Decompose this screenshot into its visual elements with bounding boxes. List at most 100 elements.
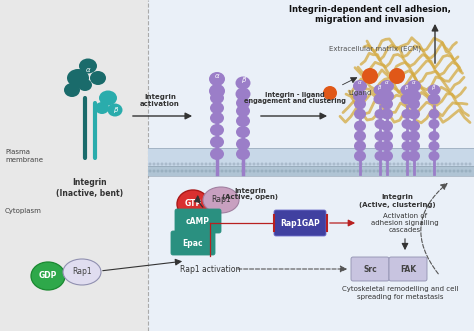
Circle shape	[345, 169, 347, 172]
Circle shape	[153, 163, 155, 166]
Bar	[148, 166, 474, 176]
Ellipse shape	[67, 69, 89, 87]
Ellipse shape	[381, 130, 393, 141]
Ellipse shape	[108, 104, 122, 117]
Circle shape	[376, 169, 380, 172]
Circle shape	[289, 163, 292, 166]
Circle shape	[245, 163, 247, 166]
Circle shape	[412, 169, 416, 172]
Circle shape	[425, 163, 428, 166]
Circle shape	[253, 169, 255, 172]
Circle shape	[425, 169, 428, 172]
Circle shape	[340, 163, 344, 166]
Text: β: β	[241, 77, 245, 83]
Circle shape	[412, 163, 416, 166]
Text: GTP: GTP	[184, 200, 201, 209]
Circle shape	[217, 163, 219, 166]
Ellipse shape	[353, 80, 367, 92]
Ellipse shape	[236, 148, 250, 160]
Circle shape	[340, 169, 344, 172]
Ellipse shape	[79, 59, 97, 73]
Text: β: β	[378, 84, 382, 89]
Ellipse shape	[374, 151, 385, 161]
Circle shape	[365, 169, 367, 172]
Circle shape	[268, 169, 272, 172]
Bar	[148, 0, 474, 331]
Ellipse shape	[407, 90, 421, 102]
Circle shape	[245, 169, 247, 172]
Circle shape	[256, 163, 259, 166]
Circle shape	[248, 169, 252, 172]
Circle shape	[392, 163, 395, 166]
Circle shape	[348, 163, 352, 166]
Circle shape	[176, 163, 180, 166]
Circle shape	[389, 163, 392, 166]
Text: α: α	[385, 80, 389, 85]
Circle shape	[148, 169, 152, 172]
Circle shape	[217, 169, 219, 172]
Circle shape	[396, 163, 400, 166]
Text: Epac: Epac	[182, 239, 203, 248]
Circle shape	[448, 169, 452, 172]
Ellipse shape	[401, 131, 412, 141]
Ellipse shape	[31, 262, 65, 290]
Circle shape	[332, 163, 336, 166]
Ellipse shape	[63, 259, 101, 285]
Circle shape	[376, 163, 380, 166]
Ellipse shape	[236, 97, 250, 109]
Circle shape	[212, 169, 216, 172]
Ellipse shape	[381, 99, 393, 110]
Circle shape	[181, 169, 183, 172]
Ellipse shape	[408, 120, 420, 131]
Circle shape	[148, 163, 152, 166]
Circle shape	[261, 169, 264, 172]
Text: β: β	[113, 107, 117, 113]
Circle shape	[456, 163, 459, 166]
Circle shape	[292, 163, 295, 166]
Ellipse shape	[408, 109, 420, 119]
Text: Cytoskeletal remodelling and cell
spreading for metastasis: Cytoskeletal remodelling and cell spread…	[342, 287, 458, 300]
Circle shape	[161, 169, 164, 172]
Circle shape	[468, 169, 472, 172]
Circle shape	[220, 163, 224, 166]
Bar	[148, 148, 474, 166]
Circle shape	[292, 169, 295, 172]
Ellipse shape	[401, 93, 413, 105]
Circle shape	[281, 169, 283, 172]
Ellipse shape	[236, 115, 250, 127]
Circle shape	[228, 169, 231, 172]
Ellipse shape	[236, 105, 250, 117]
Text: Rap1: Rap1	[72, 267, 92, 276]
Circle shape	[156, 169, 159, 172]
Circle shape	[389, 169, 392, 172]
Circle shape	[317, 163, 319, 166]
Text: Cytoplasm: Cytoplasm	[5, 208, 42, 214]
Ellipse shape	[381, 120, 393, 131]
Circle shape	[465, 169, 467, 172]
Text: Rap1: Rap1	[211, 196, 231, 205]
Circle shape	[428, 169, 431, 172]
Circle shape	[432, 163, 436, 166]
FancyBboxPatch shape	[175, 209, 221, 233]
Circle shape	[301, 163, 303, 166]
Circle shape	[373, 169, 375, 172]
Ellipse shape	[374, 119, 385, 129]
Circle shape	[289, 169, 292, 172]
Text: α: α	[215, 73, 219, 79]
Circle shape	[453, 163, 456, 166]
Circle shape	[237, 163, 239, 166]
Circle shape	[297, 163, 300, 166]
Bar	[0, 0, 148, 331]
Circle shape	[440, 163, 444, 166]
Ellipse shape	[354, 130, 366, 141]
Circle shape	[453, 169, 456, 172]
Ellipse shape	[408, 99, 420, 110]
Ellipse shape	[374, 93, 386, 105]
Circle shape	[432, 169, 436, 172]
Circle shape	[233, 163, 236, 166]
Ellipse shape	[381, 151, 393, 162]
Ellipse shape	[374, 84, 386, 96]
Ellipse shape	[354, 120, 366, 131]
Circle shape	[456, 169, 459, 172]
Circle shape	[445, 169, 447, 172]
